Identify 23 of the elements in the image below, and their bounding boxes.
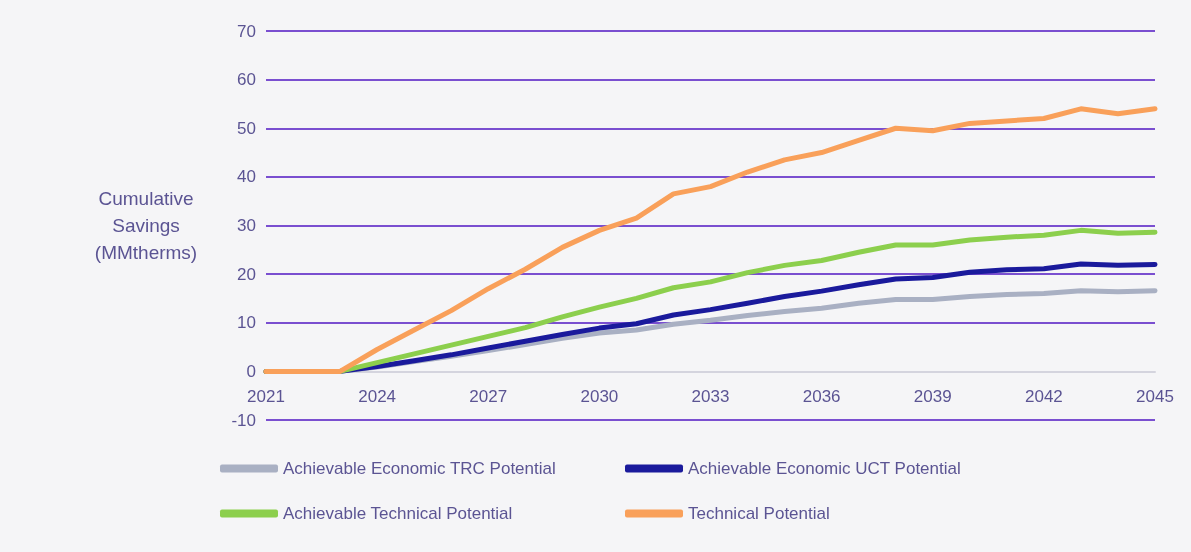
- x-tick-label: 2030: [580, 387, 619, 406]
- x-tick-label: 2033: [691, 387, 730, 406]
- y-tick-label: 60: [237, 70, 256, 90]
- legend-label: Achievable Economic TRC Potential: [283, 459, 556, 478]
- y-axis-title: Cumulative Savings (MMtherms): [94, 188, 198, 263]
- x-tick-label: 2036: [802, 387, 841, 406]
- x-tick-label: 2042: [1024, 387, 1063, 406]
- legend-label: Achievable Economic UCT Potential: [688, 459, 961, 478]
- y-tick-label: 20: [237, 264, 256, 284]
- legend-label: Achievable Technical Potential: [283, 504, 513, 523]
- x-tick-label: 2024: [358, 387, 397, 406]
- x-tick-label: 2045: [1136, 387, 1174, 406]
- y-tick-label: 30: [237, 216, 256, 235]
- legend-label: Technical Potential: [688, 504, 830, 523]
- x-tick-label: 2021: [247, 387, 285, 406]
- y-tick-label: 50: [237, 118, 256, 138]
- x-tick-label: 2039: [913, 387, 952, 406]
- y-tick-label: 40: [237, 167, 256, 187]
- y-tick-label: 10: [237, 313, 256, 333]
- y-tick-label: 70: [237, 21, 256, 41]
- y-tick-label: 0: [246, 361, 256, 381]
- x-tick-label: 2027: [469, 387, 508, 406]
- y-tick-label: -10: [231, 410, 256, 430]
